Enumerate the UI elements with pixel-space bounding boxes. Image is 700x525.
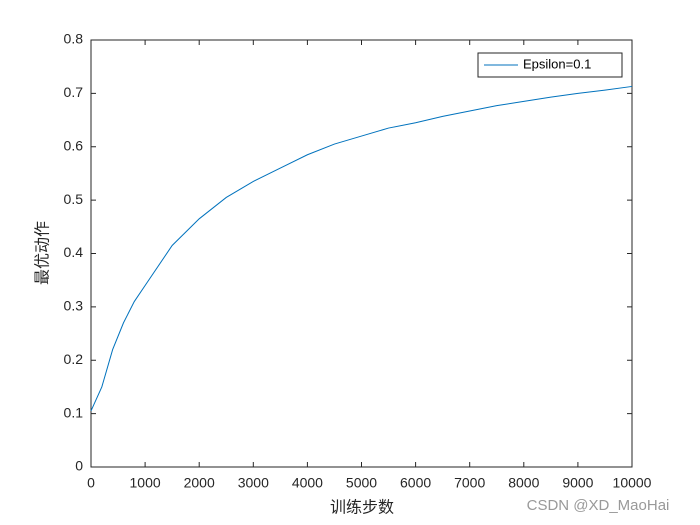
x-tick-label: 5000 xyxy=(346,475,377,491)
y-tick-label: 0.5 xyxy=(64,191,84,207)
x-tick-label: 6000 xyxy=(400,475,431,491)
x-tick-label: 0 xyxy=(87,475,95,491)
legend-label: Epsilon=0.1 xyxy=(523,56,591,71)
line-series xyxy=(90,85,633,412)
x-tick-label: 2000 xyxy=(184,475,215,491)
x-tick-label: 9000 xyxy=(562,475,593,491)
y-tick-label: 0.1 xyxy=(64,404,84,420)
y-tick-label: 0.2 xyxy=(64,351,84,367)
x-tick-label: 4000 xyxy=(292,475,323,491)
x-tick-label: 3000 xyxy=(238,475,269,491)
x-tick-label: 8000 xyxy=(508,475,539,491)
axes-box xyxy=(90,39,633,468)
y-tick-label: 0.3 xyxy=(64,298,84,314)
x-tick-label: 7000 xyxy=(454,475,485,491)
y-tick-label: 0.4 xyxy=(64,244,84,260)
y-tick-label: 0.7 xyxy=(64,84,84,100)
y-tick-label: 0 xyxy=(75,458,83,474)
watermark: CSDN @XD_MaoHai xyxy=(527,497,670,514)
x-axis-label: 训练步数 xyxy=(330,499,394,517)
x-tick-label: 10000 xyxy=(613,475,652,491)
y-tick-label: 0.6 xyxy=(64,137,84,153)
x-tick-label: 1000 xyxy=(130,475,161,491)
y-axis-label: 最优动作 xyxy=(34,221,52,285)
y-tick-label: 0.8 xyxy=(64,31,84,47)
